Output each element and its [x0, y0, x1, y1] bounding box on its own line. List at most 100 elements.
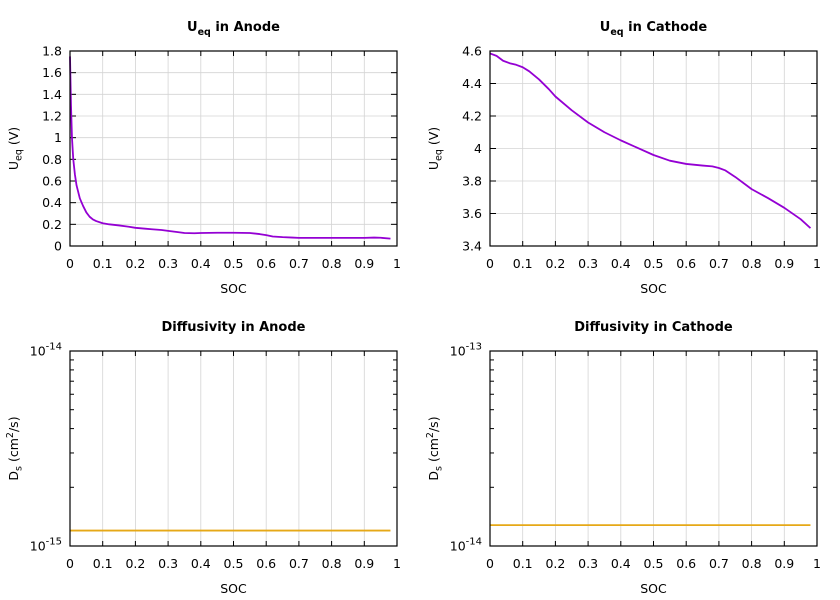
ylabel-main: D	[426, 471, 441, 481]
ylabel-rest: /s)	[6, 416, 21, 432]
ylabel-rest: (V)	[6, 127, 21, 149]
y-tick-exponent: -14	[466, 537, 482, 548]
y-tick-exponent: -15	[46, 537, 62, 548]
chart-panel-1: 0 0.1 0.2 0.3 0.4 0.5 0.6 0.7 0.8 0.9 1 3.4 3.6 3.8 4 4…	[426, 20, 821, 296]
title-subscript: eq	[198, 27, 211, 38]
x-tick-label: 0.1	[513, 556, 533, 571]
x-tick-label: 0.1	[93, 556, 113, 571]
x-tick-label: 0.1	[513, 256, 533, 271]
ylabel-rest: (V)	[426, 127, 441, 149]
y-tick-label: 10-14	[30, 342, 62, 359]
x-axis-label: SOC	[640, 581, 667, 596]
y-tick-label: 1.6	[42, 65, 62, 80]
x-axis-label: SOC	[640, 281, 667, 296]
x-tick-label: 0.9	[774, 556, 794, 571]
x-tick-label: 0.6	[256, 256, 276, 271]
x-tick-label: 0	[486, 256, 494, 271]
y-tick-label: 3.6	[462, 206, 482, 221]
ylabel-main: U	[426, 161, 441, 170]
x-tick-label: 0	[66, 556, 74, 571]
x-tick-label: 1	[813, 556, 821, 571]
y-tick-label: 10-15	[30, 537, 62, 554]
y-tick-label: 0.8	[42, 152, 62, 167]
chart-panel-3: 0 0.1 0.2 0.3 0.4 0.5 0.6 0.7 0.8 0.9 110-1410-13D…	[425, 320, 821, 596]
y-tick-base: 10	[30, 344, 46, 359]
title-subscript: eq	[610, 27, 623, 38]
x-tick-label: 0.6	[256, 556, 276, 571]
x-tick-label: 0.5	[224, 256, 244, 271]
x-tick-label: 0.3	[578, 256, 598, 271]
y-tick-base: 10	[450, 539, 466, 554]
chart-title: Diffusivity in Cathode	[574, 320, 733, 335]
x-tick-label: 0.7	[709, 556, 729, 571]
chart-panel-0: 0 0.1 0.2 0.3 0.4 0.5 0.6 0.7 0.8 0.9 1 0 0.2 0.4 0.6 0…	[6, 20, 401, 296]
y-tick-exponent: -14	[46, 342, 62, 353]
plot-frame	[489, 350, 818, 547]
x-tick-label: 0.6	[676, 256, 696, 271]
title-main: Diffusivity in Cathode	[574, 320, 733, 335]
title-main: Diffusivity in Anode	[162, 320, 306, 335]
title-main: U	[600, 20, 611, 35]
y-axis-label: Ds (cm2/s)	[425, 416, 445, 480]
ylabel-main: U	[6, 161, 21, 170]
x-tick-label: 0.5	[644, 556, 664, 571]
x-tick-label: 0.2	[125, 556, 145, 571]
x-tick-label: 0.8	[742, 256, 762, 271]
plot-frame	[69, 350, 398, 547]
x-tick-label: 0.4	[611, 256, 631, 271]
ylabel-subscript: s	[14, 466, 25, 471]
plot-frame	[69, 50, 398, 247]
x-tick-label: 0.8	[322, 256, 342, 271]
y-tick-label: 3.8	[462, 174, 482, 189]
y-tick-base: 10	[450, 344, 466, 359]
x-tick-label: 0.4	[191, 256, 211, 271]
y-axis-label: Ueq (V)	[6, 127, 25, 170]
x-tick-label: 0.2	[545, 556, 565, 571]
x-tick-label: 1	[393, 256, 401, 271]
title-rest: in Anode	[211, 20, 280, 35]
title-rest: in Cathode	[624, 20, 708, 35]
x-tick-label: 0.3	[158, 556, 178, 571]
ylabel-subscript: eq	[434, 149, 445, 161]
ylabel-mid: (cm	[426, 438, 441, 466]
x-tick-label: 0.4	[611, 556, 631, 571]
y-tick-label: 1.4	[42, 87, 62, 102]
y-tick-label: 0	[54, 239, 62, 254]
ylabel-rest: /s)	[426, 416, 441, 432]
y-tick-label: 1	[54, 130, 62, 145]
x-tick-label: 0.7	[289, 256, 309, 271]
x-tick-label: 1	[813, 256, 821, 271]
y-tick-label: 4.2	[462, 109, 482, 124]
plot-frame	[489, 50, 818, 247]
chart-title: Diffusivity in Anode	[162, 320, 306, 335]
x-tick-label: 0	[66, 256, 74, 271]
x-tick-label: 0.9	[354, 256, 374, 271]
series-line	[69, 56, 391, 240]
chart-title: Ueq in Anode	[187, 20, 280, 38]
x-tick-label: 0.7	[709, 256, 729, 271]
ylabel-mid: (cm	[6, 438, 21, 466]
series-line	[489, 52, 812, 229]
title-main: U	[187, 20, 198, 35]
x-tick-label: 0.4	[191, 556, 211, 571]
y-tick-label: 4.4	[462, 76, 482, 91]
ylabel-subscript: eq	[14, 149, 25, 161]
x-tick-label: 0.3	[578, 556, 598, 571]
ylabel-superscript: 2	[425, 432, 436, 438]
chart-panel-2: 0 0.1 0.2 0.3 0.4 0.5 0.6 0.7 0.8 0.9 110-1510-14D…	[5, 320, 401, 596]
x-tick-label: 0.3	[158, 256, 178, 271]
y-tick-label: 1.8	[42, 44, 62, 59]
y-tick-label: 4	[474, 141, 482, 156]
y-tick-label: 10-14	[450, 537, 482, 554]
y-tick-label: 0.2	[42, 217, 62, 232]
y-tick-label: 10-13	[450, 342, 482, 359]
y-tick-label: 4.6	[462, 44, 482, 59]
x-tick-label: 0.8	[742, 556, 762, 571]
x-axis-label: SOC	[220, 581, 247, 596]
ylabel-subscript: s	[434, 466, 445, 471]
y-tick-exponent: -13	[466, 342, 482, 353]
chart-title: Ueq in Cathode	[600, 20, 708, 38]
x-tick-label: 0.2	[545, 256, 565, 271]
x-tick-label: 0.2	[125, 256, 145, 271]
x-tick-label: 0.6	[676, 556, 696, 571]
